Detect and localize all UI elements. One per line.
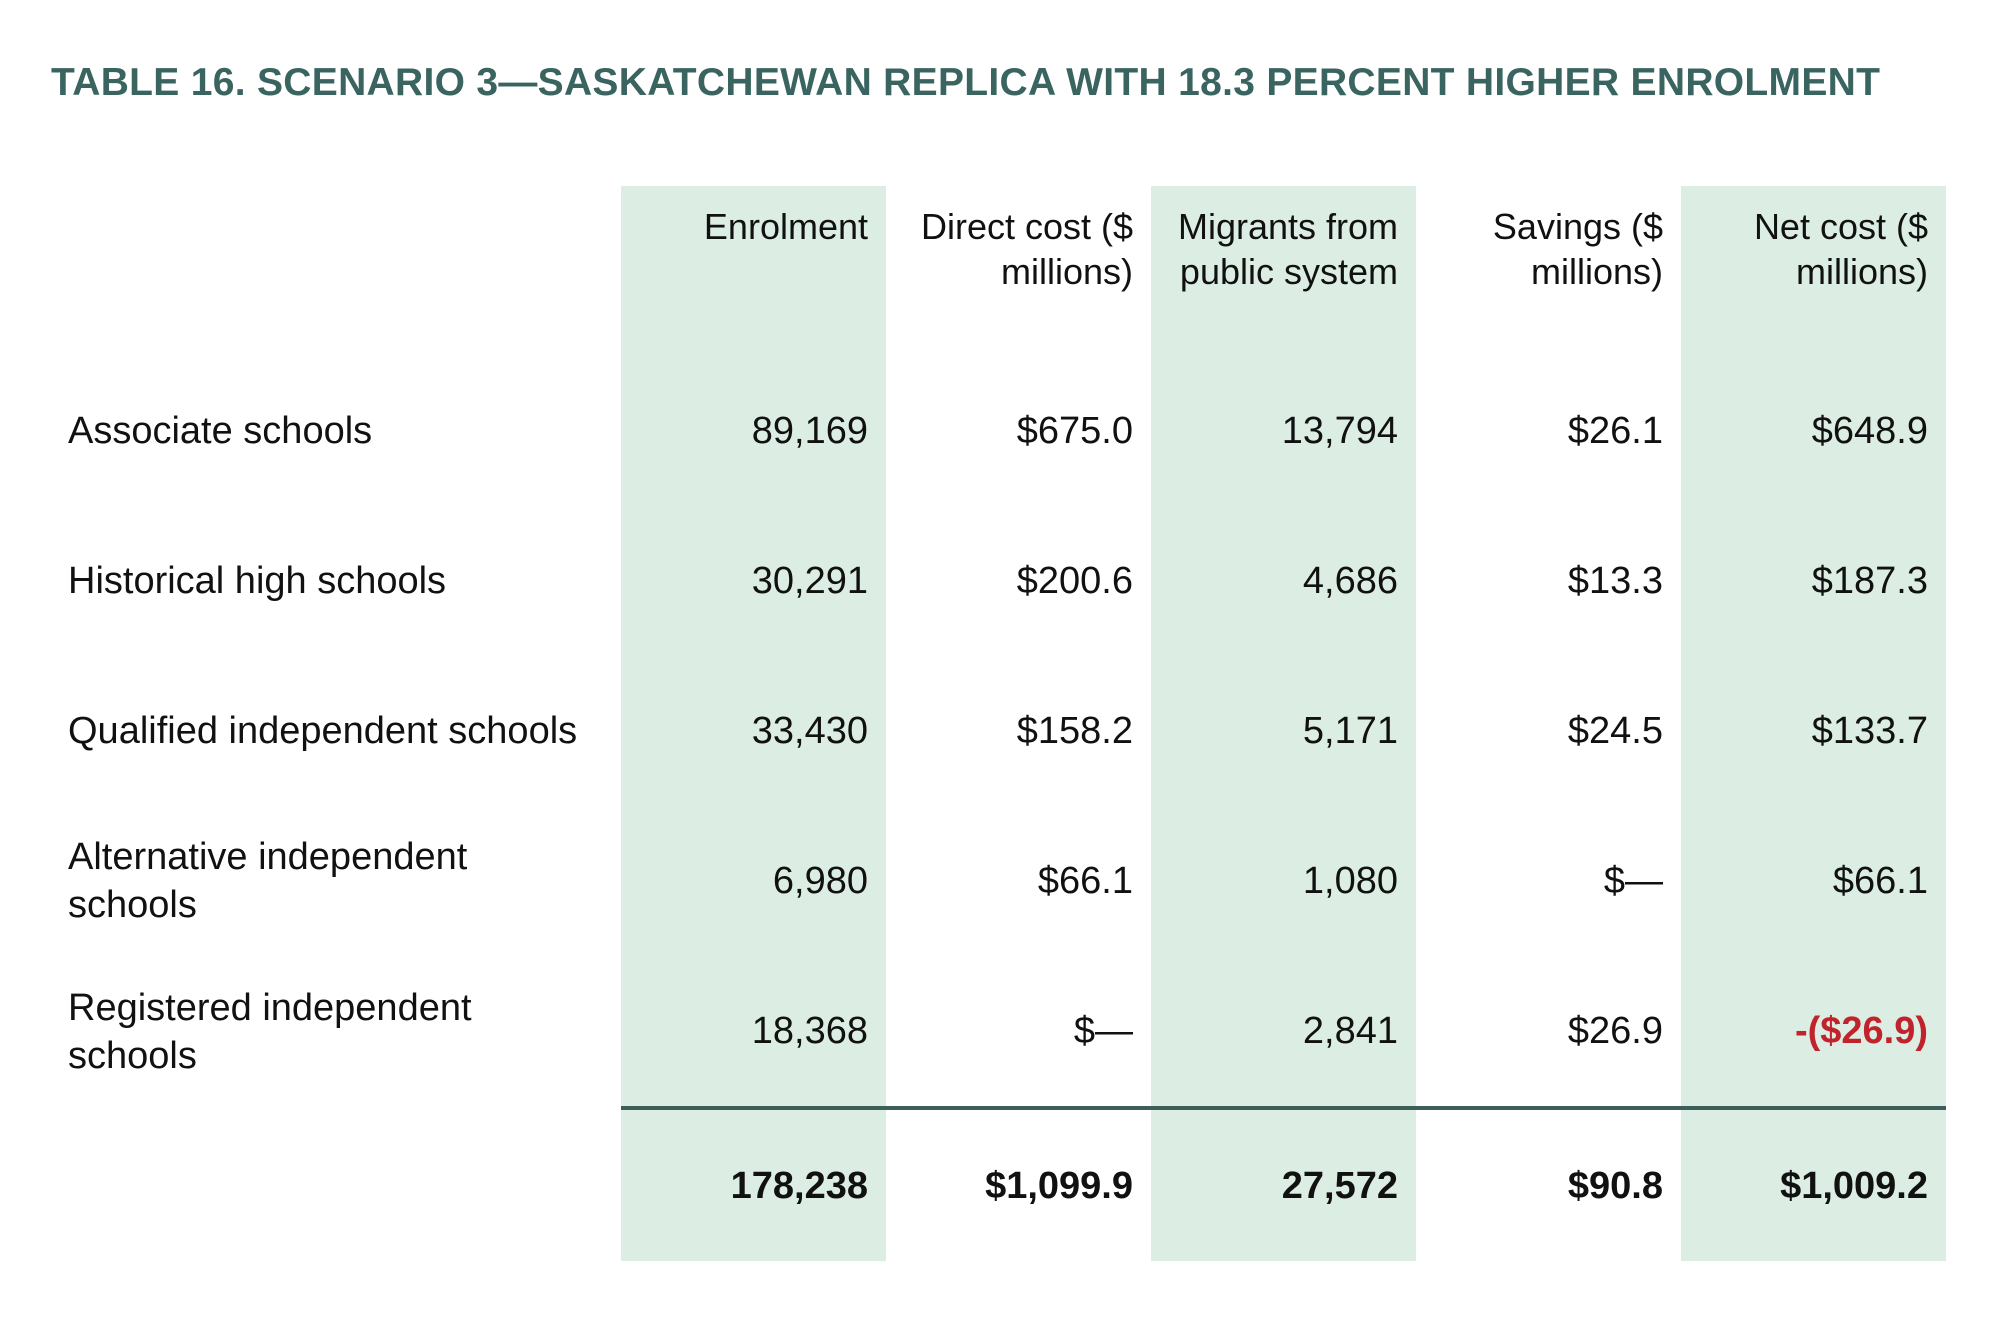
cell-savings: $24.5 [1567,710,1663,752]
cell-savings: $26.1 [1567,410,1663,452]
cell-enrolment: 18,368 [621,956,886,1108]
totals-label [51,1108,621,1261]
row-label: Alternative independent schools [68,836,468,926]
total-migrants: 27,572 [1151,1106,1416,1261]
row-label: Historical high schools [68,560,447,602]
header-blank [51,186,621,356]
header-migrants: Migrants from public system [1151,186,1416,356]
header-direct-cost: Direct cost ($ millions) [920,206,1133,292]
table-row: Qualified independent schools 33,430 $158.… [51,656,1946,806]
cell-net-cost: -($26.9) [1681,956,1946,1108]
table-row: Historical high schools 30,291 $200.6 4,686… [51,506,1946,656]
cell-direct-cost: $200.6 [1016,560,1133,602]
cell-savings: $26.9 [1567,1010,1663,1052]
table-row: Registered independent schools 18,368 $— 2,… [51,956,1946,1108]
cell-migrants: 4,686 [1151,506,1416,656]
total-enrolment: 178,238 [621,1106,886,1261]
header-enrolment: Enrolment [621,186,886,356]
cell-net-cost: $133.7 [1681,656,1946,806]
cell-direct-cost: $— [1073,1010,1133,1052]
cell-net-cost: $66.1 [1681,806,1946,956]
cell-migrants: 2,841 [1151,956,1416,1108]
cell-net-cost: $648.9 [1681,356,1946,506]
cell-direct-cost: $66.1 [1037,860,1133,902]
cell-enrolment: 33,430 [621,656,886,806]
cell-savings: $13.3 [1567,560,1663,602]
row-label: Registered independent schools [68,987,472,1077]
cell-direct-cost: $675.0 [1016,410,1133,452]
data-table: Enrolment Direct cost ($ millions) Migra… [51,186,1946,1261]
total-savings: $90.8 [1416,1106,1681,1261]
totals-row: 178,238 $1,099.9 27,572 $90.8 $1,009.2 [51,1106,1946,1261]
total-net-cost: $1,009.2 [1681,1106,1946,1261]
cell-enrolment: 30,291 [621,506,886,656]
cell-enrolment: 89,169 [621,356,886,506]
cell-net-cost: $187.3 [1681,506,1946,656]
cell-savings: $— [1603,860,1663,902]
cell-migrants: 5,171 [1151,656,1416,806]
table-title: TABLE 16. SCENARIO 3—SASKATCHEWAN REPLIC… [51,61,1881,104]
table-row: Associate schools 89,169 $675.0 13,794 $26.1… [51,356,1946,506]
row-label: Qualified independent schools [68,710,578,752]
total-direct-cost: $1,099.9 [886,1106,1151,1261]
header-net-cost: Net cost ($ millions) [1681,186,1946,356]
cell-enrolment: 6,980 [621,806,886,956]
header-row: Enrolment Direct cost ($ millions) Migra… [51,186,1946,356]
cell-direct-cost: $158.2 [1016,710,1133,752]
row-label: Associate schools [68,410,373,452]
cell-migrants: 13,794 [1151,356,1416,506]
cell-migrants: 1,080 [1151,806,1416,956]
header-savings: Savings ($ millions) [1492,206,1663,292]
table-row: Alternative independent schools 6,980 $66.… [51,806,1946,956]
